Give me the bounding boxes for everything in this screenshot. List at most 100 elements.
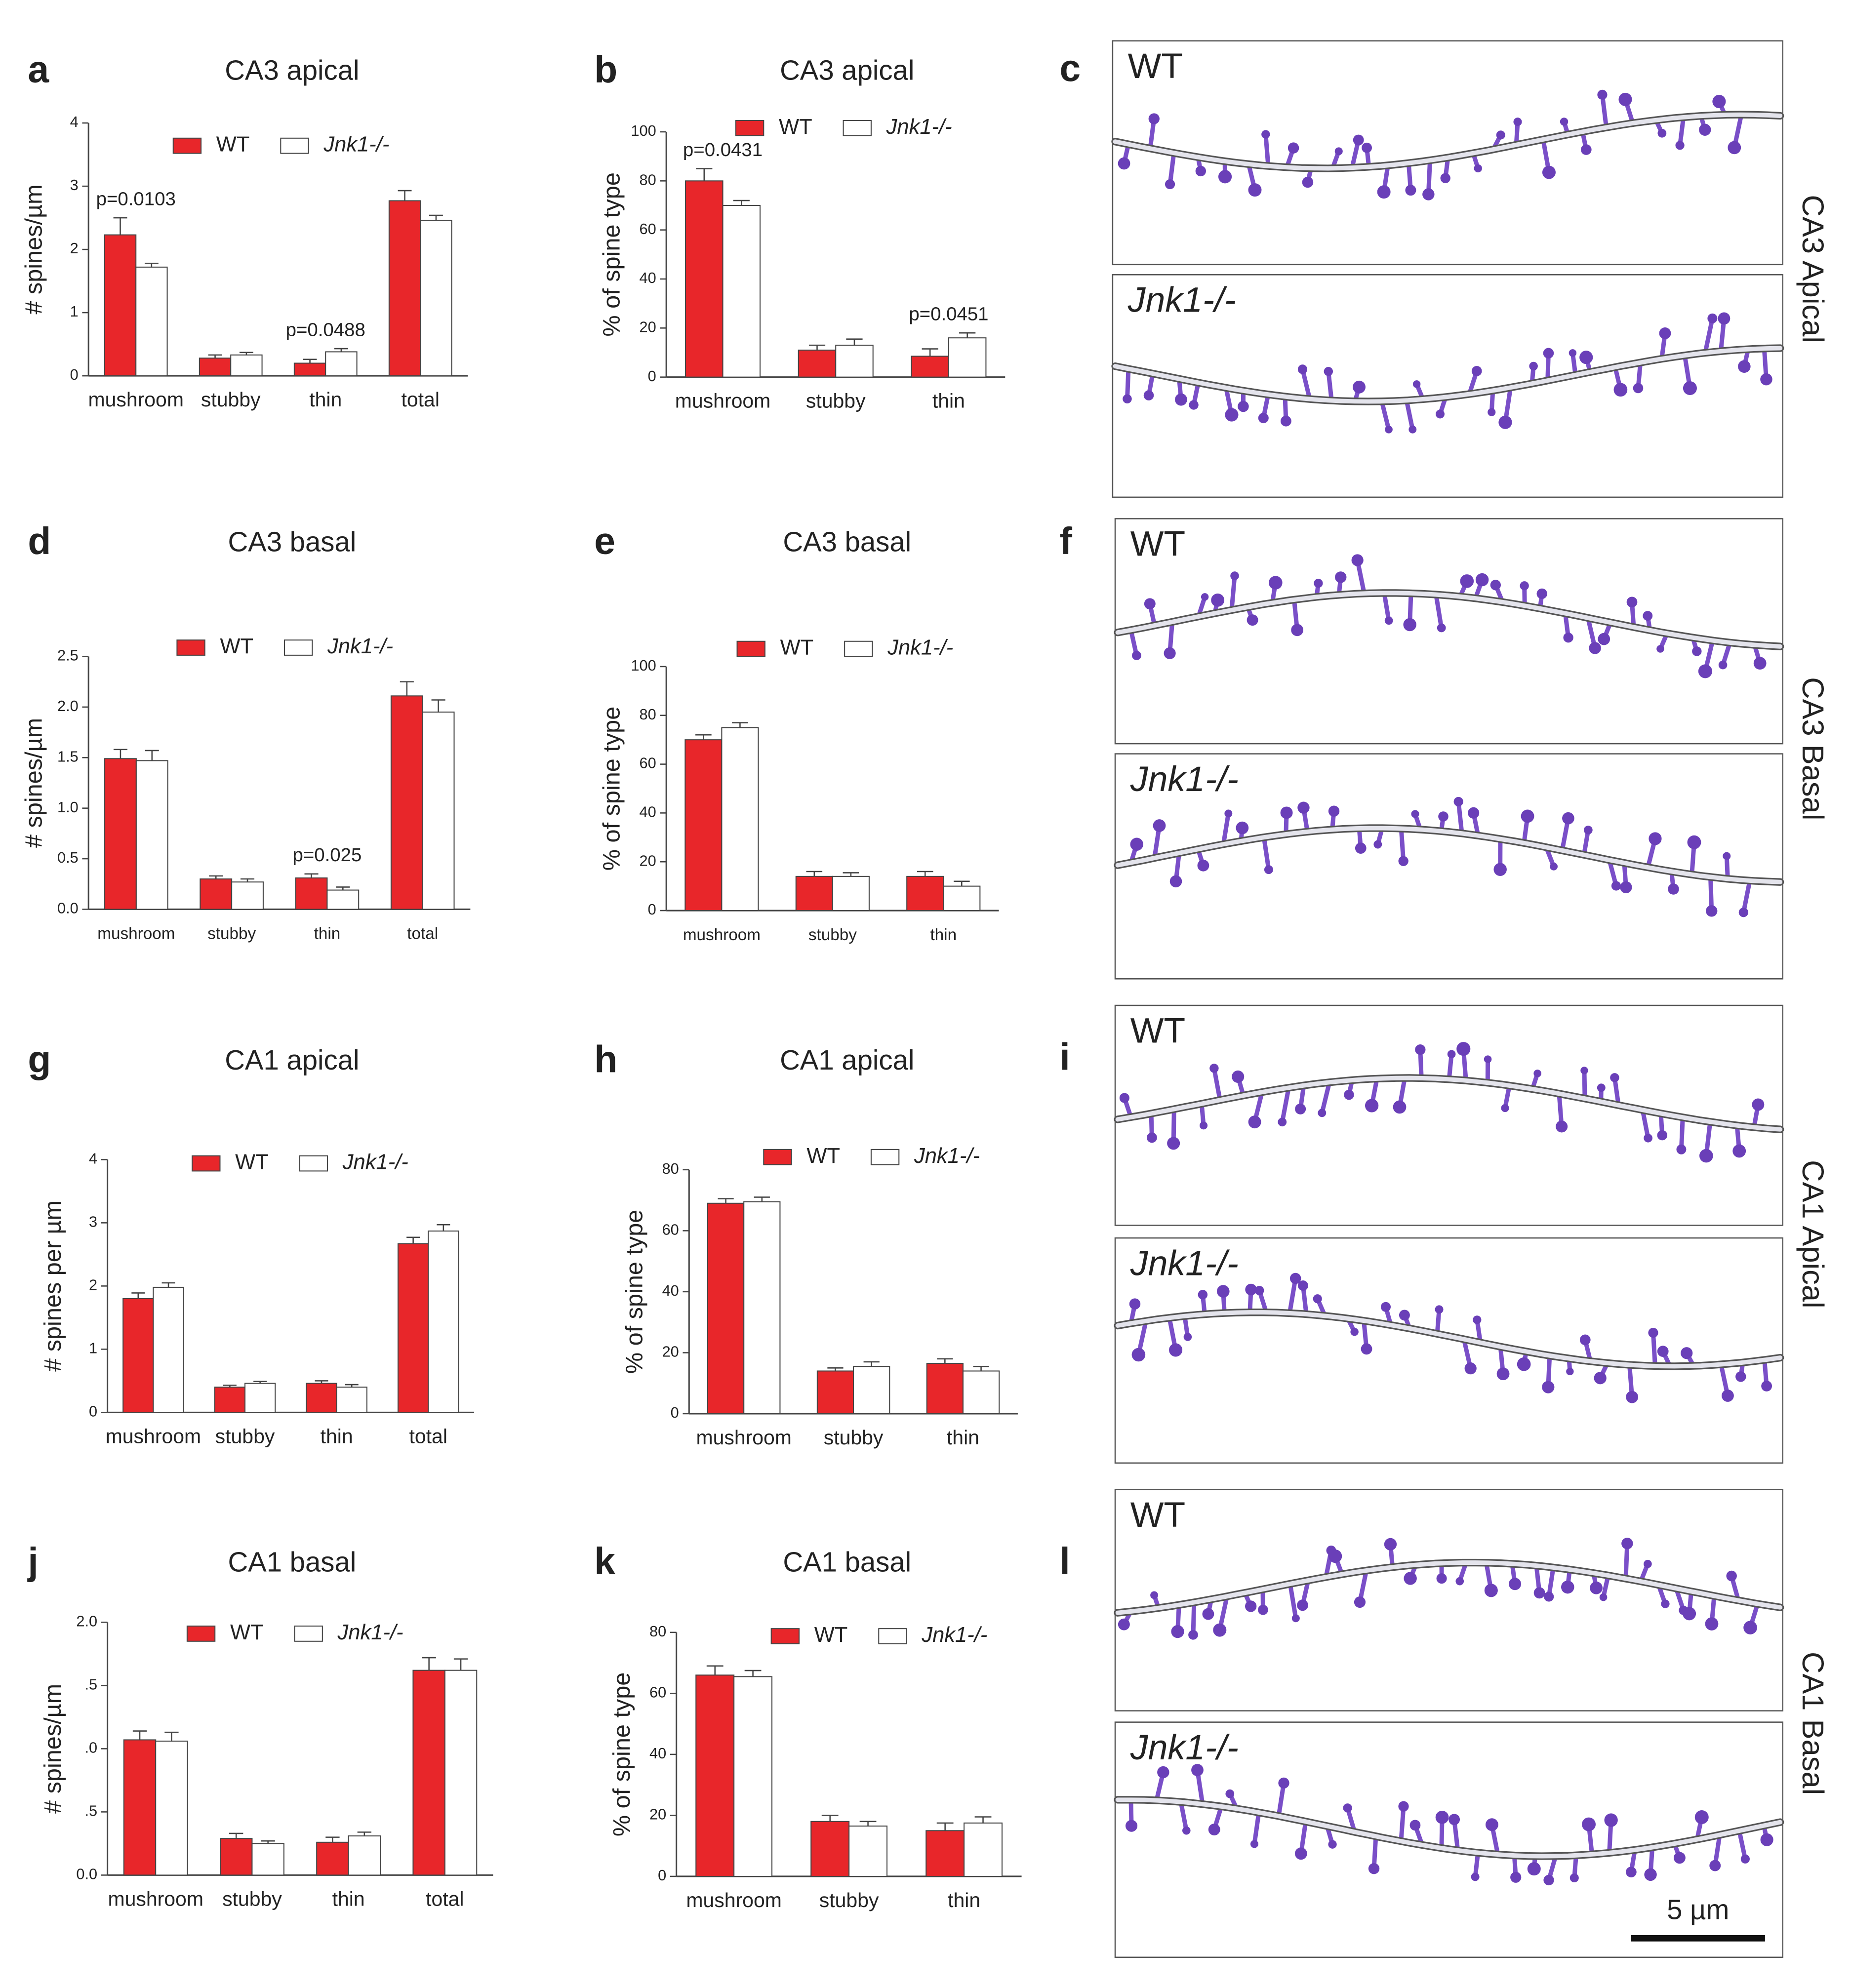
legend-label: WT (780, 636, 814, 660)
x-tick-label: thin (947, 1426, 979, 1449)
spine (1434, 592, 1444, 630)
bar (135, 266, 168, 377)
spine-head (1542, 1381, 1555, 1393)
spine-head (1361, 1343, 1372, 1355)
panel-letter: g (28, 1038, 51, 1081)
bar (684, 739, 723, 912)
spine-head (1687, 835, 1701, 849)
spine-head (1648, 1327, 1658, 1338)
spine-head (1343, 1803, 1352, 1813)
spine-head (1613, 383, 1628, 397)
spine-head (1581, 144, 1592, 155)
spine-head (1699, 123, 1711, 136)
spine-head (1706, 905, 1718, 917)
spine-head (1447, 1050, 1456, 1059)
x-tick-label: mushroom (686, 1889, 781, 1911)
spine-head (1732, 1144, 1746, 1158)
side-label: CA3 Apical (1796, 195, 1830, 344)
spine-head (1760, 1833, 1773, 1846)
spine-head (1440, 173, 1450, 183)
spine-head (1579, 351, 1593, 364)
spine-head (1449, 1814, 1460, 1826)
x-tick-label: stubby (806, 390, 866, 412)
spine (1741, 878, 1752, 915)
spine-head (1289, 1272, 1301, 1284)
annotation: p=0.0488 (286, 319, 365, 340)
spine-head (1464, 1362, 1477, 1375)
spine-head (1164, 647, 1176, 659)
legend-swatch (186, 1626, 216, 1642)
bar (733, 1676, 773, 1877)
spine-head (1620, 881, 1632, 893)
y-tick-label: 0 (70, 366, 79, 383)
spine-head (1213, 1623, 1227, 1637)
spine-head (1264, 865, 1273, 875)
y-tick-label: 60 (640, 755, 656, 772)
image-frame (1114, 518, 1784, 745)
spine-head (1183, 1333, 1192, 1341)
legend-label: WT (220, 635, 253, 658)
spine-head (1403, 618, 1416, 632)
spine-head (1297, 1599, 1308, 1611)
spine-head (1182, 1826, 1191, 1835)
spine-head (1393, 1100, 1407, 1114)
bar (306, 1383, 337, 1413)
bar (397, 1243, 429, 1413)
spine-head (1471, 366, 1482, 376)
spine-head (1269, 576, 1283, 590)
spine-head (1468, 807, 1480, 819)
spine-head (1368, 1863, 1380, 1874)
bar (816, 1370, 854, 1414)
x-tick-label: total (402, 388, 440, 411)
panel-letter: h (594, 1038, 617, 1081)
spine-head (1353, 134, 1364, 146)
legend-swatch (299, 1155, 328, 1172)
x-tick-label: mushroom (675, 390, 770, 412)
spine (1167, 151, 1176, 187)
legend-label: Jnk1-/- (337, 1621, 403, 1644)
panel-letter: k (594, 1540, 615, 1583)
spine-head (1743, 1621, 1757, 1634)
x-tick-label: thin (321, 1425, 353, 1447)
bar (336, 1387, 367, 1413)
bar (685, 180, 724, 378)
spine (1399, 1804, 1406, 1844)
spine-head (1153, 819, 1166, 832)
scale-bar-label: 5 µm (1667, 1894, 1729, 1925)
spine-head (1150, 1591, 1158, 1599)
y-tick-label: 20 (640, 318, 656, 335)
y-tick-label: 40 (640, 269, 656, 286)
spine-head (1131, 1348, 1146, 1362)
spine-head (1509, 1578, 1522, 1590)
spine-head (1398, 1801, 1409, 1812)
side-label: CA1 Apical (1796, 1160, 1830, 1309)
x-tick-label: thin (930, 926, 957, 944)
spine-head (1598, 633, 1610, 645)
chart-title: CA3 basal (228, 526, 356, 557)
bar (428, 1230, 459, 1413)
image-label: Jnk1-/- (1130, 1243, 1239, 1283)
bar (926, 1830, 965, 1877)
chart-title: CA1 basal (783, 1546, 911, 1577)
spine-head (1354, 1596, 1366, 1608)
spine-head (1566, 1367, 1574, 1376)
spine (1221, 811, 1231, 847)
spine-head (1198, 1290, 1208, 1300)
y-tick-label: 0 (658, 1867, 666, 1884)
spine-head (1436, 409, 1445, 419)
spine-head (1501, 1104, 1509, 1113)
spine-head (1473, 1315, 1482, 1324)
x-tick-label: stubby (215, 1425, 275, 1447)
spine-head (1411, 810, 1419, 818)
x-tick-label: thin (309, 388, 342, 411)
y-tick-label: 2.5 (57, 647, 79, 664)
y-tick-label: 80 (640, 171, 656, 188)
spine-head (1510, 1871, 1522, 1883)
spine-head (1698, 664, 1712, 678)
bar (835, 345, 874, 378)
spine-head (1475, 573, 1489, 587)
spine-head (1245, 1283, 1257, 1296)
x-tick-label: stubby (207, 924, 256, 943)
spine-head (1707, 313, 1718, 323)
